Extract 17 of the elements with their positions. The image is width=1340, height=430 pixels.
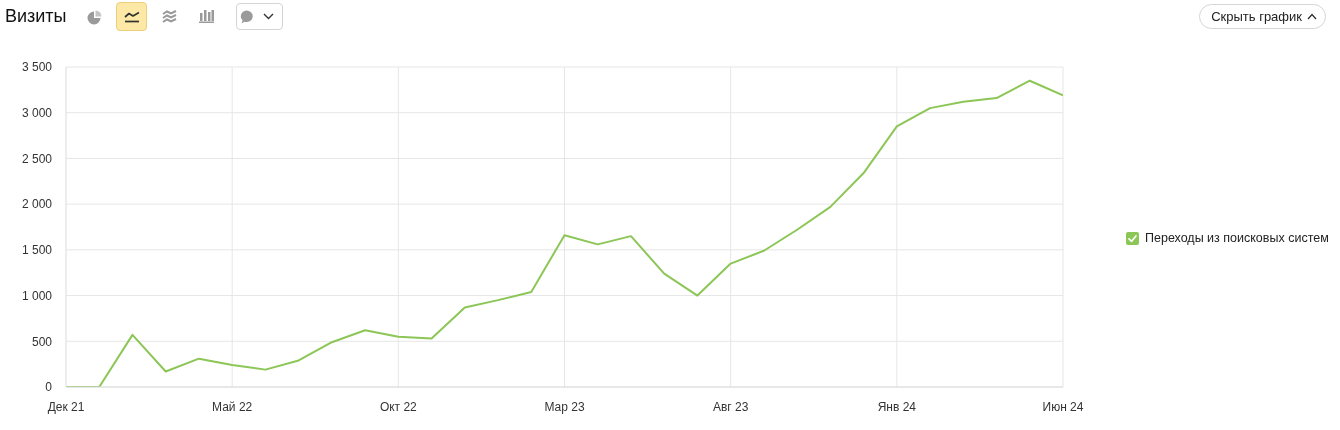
y-tick-label: 1 000 bbox=[21, 288, 53, 303]
legend-label: Переходы из поисковых систем bbox=[1145, 231, 1329, 245]
x-tick-label: Дек 21 bbox=[47, 399, 85, 414]
x-tick-label: Июн 24 bbox=[1042, 399, 1084, 414]
x-tick-label: Авг 23 bbox=[712, 399, 749, 414]
y-tick-label: 2 500 bbox=[21, 151, 53, 166]
y-tick-label: 0 bbox=[45, 380, 53, 395]
y-tick-label: 500 bbox=[31, 334, 53, 349]
x-tick-label: Мар 23 bbox=[544, 399, 585, 414]
y-tick-label: 3 000 bbox=[21, 105, 53, 120]
y-tick-label: 3 500 bbox=[21, 60, 53, 75]
x-tick-label: Окт 22 bbox=[379, 399, 418, 414]
x-tick-label: Янв 24 bbox=[877, 399, 917, 414]
y-tick-label: 2 000 bbox=[21, 197, 53, 212]
x-tick-label: Май 22 bbox=[212, 399, 253, 414]
chart-title: Визиты bbox=[5, 6, 67, 27]
y-tick-label: 1 500 bbox=[21, 243, 53, 258]
